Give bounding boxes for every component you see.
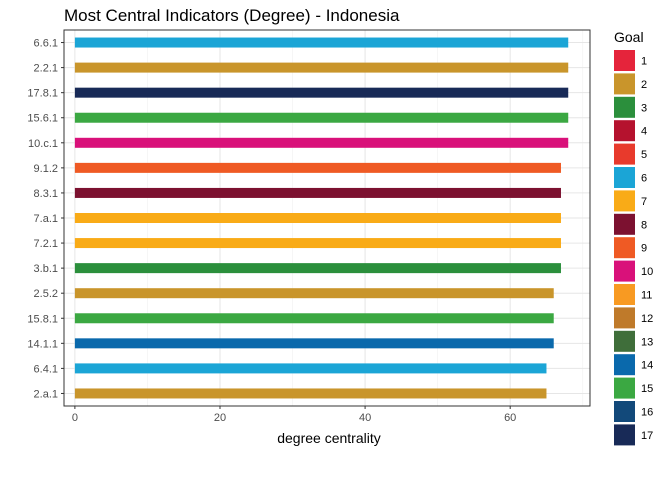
legend-key: [614, 167, 635, 188]
x-tick-label: 60: [504, 412, 516, 424]
legend-label: 16: [641, 407, 653, 419]
y-tick-label: 17.8.1: [27, 88, 58, 100]
y-tick-label: 2.5.2: [34, 288, 58, 300]
bar: [74, 388, 547, 399]
legend-key: [614, 377, 635, 399]
y-tick-label: 2.a.1: [34, 388, 58, 400]
legend-label: 10: [641, 266, 653, 278]
y-tick-label: 10.c.1: [28, 138, 58, 150]
legend-label: 13: [641, 336, 653, 348]
bar: [74, 162, 561, 173]
bar: [74, 363, 547, 374]
legend-label: 12: [641, 313, 653, 325]
bar: [74, 313, 554, 324]
legend-key: [614, 424, 635, 446]
legend-key: [614, 96, 635, 118]
x-axis-title: degree centrality: [277, 430, 381, 446]
legend-label: 15: [641, 383, 653, 395]
legend-title: Goal: [614, 29, 644, 45]
bar: [74, 137, 569, 148]
legend-label: 9: [641, 243, 647, 255]
y-tick-label: 6.6.1: [34, 38, 58, 50]
bar: [74, 112, 569, 123]
legend-key: [614, 213, 635, 235]
legend-key: [614, 330, 635, 352]
y-tick-label: 15.8.1: [27, 313, 58, 325]
bar: [74, 288, 554, 299]
legend-key: [614, 401, 635, 422]
legend-key: [614, 73, 635, 95]
legend-label: 11: [641, 290, 652, 302]
legend-key: [614, 50, 635, 71]
bar: [74, 187, 561, 198]
bar: [74, 87, 569, 98]
legend-key: [614, 190, 635, 212]
y-tick-label: 7.a.1: [34, 213, 58, 225]
bar: [74, 213, 561, 223]
legend-label: 3: [641, 102, 647, 114]
legend-key: [614, 260, 635, 282]
bar: [74, 338, 554, 349]
bar: [74, 62, 569, 73]
chart-title: Most Central Indicators (Degree) - Indon…: [64, 6, 400, 25]
legend-label: 2: [641, 79, 647, 91]
legend-label: 7: [641, 196, 647, 208]
x-tick-label: 40: [359, 412, 371, 424]
x-tick-label: 20: [214, 412, 226, 424]
legend-label: 8: [641, 219, 647, 231]
legend-key: [614, 354, 635, 376]
y-tick-label: 2.2.1: [34, 63, 58, 75]
legend-label: 6: [641, 173, 647, 185]
legend-label: 1: [641, 56, 647, 68]
y-tick-label: 7.2.1: [34, 238, 58, 250]
legend-label: 5: [641, 149, 647, 161]
y-tick-label: 8.3.1: [34, 188, 58, 200]
y-tick-label: 6.4.1: [34, 363, 58, 375]
legend-key: [614, 307, 635, 329]
legend-key: [614, 120, 635, 142]
plot-panel: 6.6.1 2.2.1 17.8.1 15.6.1 10.c.1 9.1.2 8.3.1 7.…: [27, 29, 591, 424]
bar: [74, 263, 561, 274]
x-tick-label: 0: [72, 412, 78, 424]
y-tick-label: 3.b.1: [34, 263, 58, 275]
y-tick-label: 15.6.1: [27, 113, 58, 125]
y-tick-label: 9.1.2: [34, 163, 58, 175]
legend-key: [614, 237, 635, 259]
legend-key: [614, 143, 635, 165]
legend-label: 17: [641, 430, 653, 442]
bar: [74, 238, 561, 249]
legend-label: 4: [641, 126, 647, 138]
y-tick-label: 14.1.1: [27, 338, 58, 350]
legend-key: [614, 284, 635, 305]
bar: [74, 37, 569, 48]
legend-label: 14: [641, 360, 653, 372]
